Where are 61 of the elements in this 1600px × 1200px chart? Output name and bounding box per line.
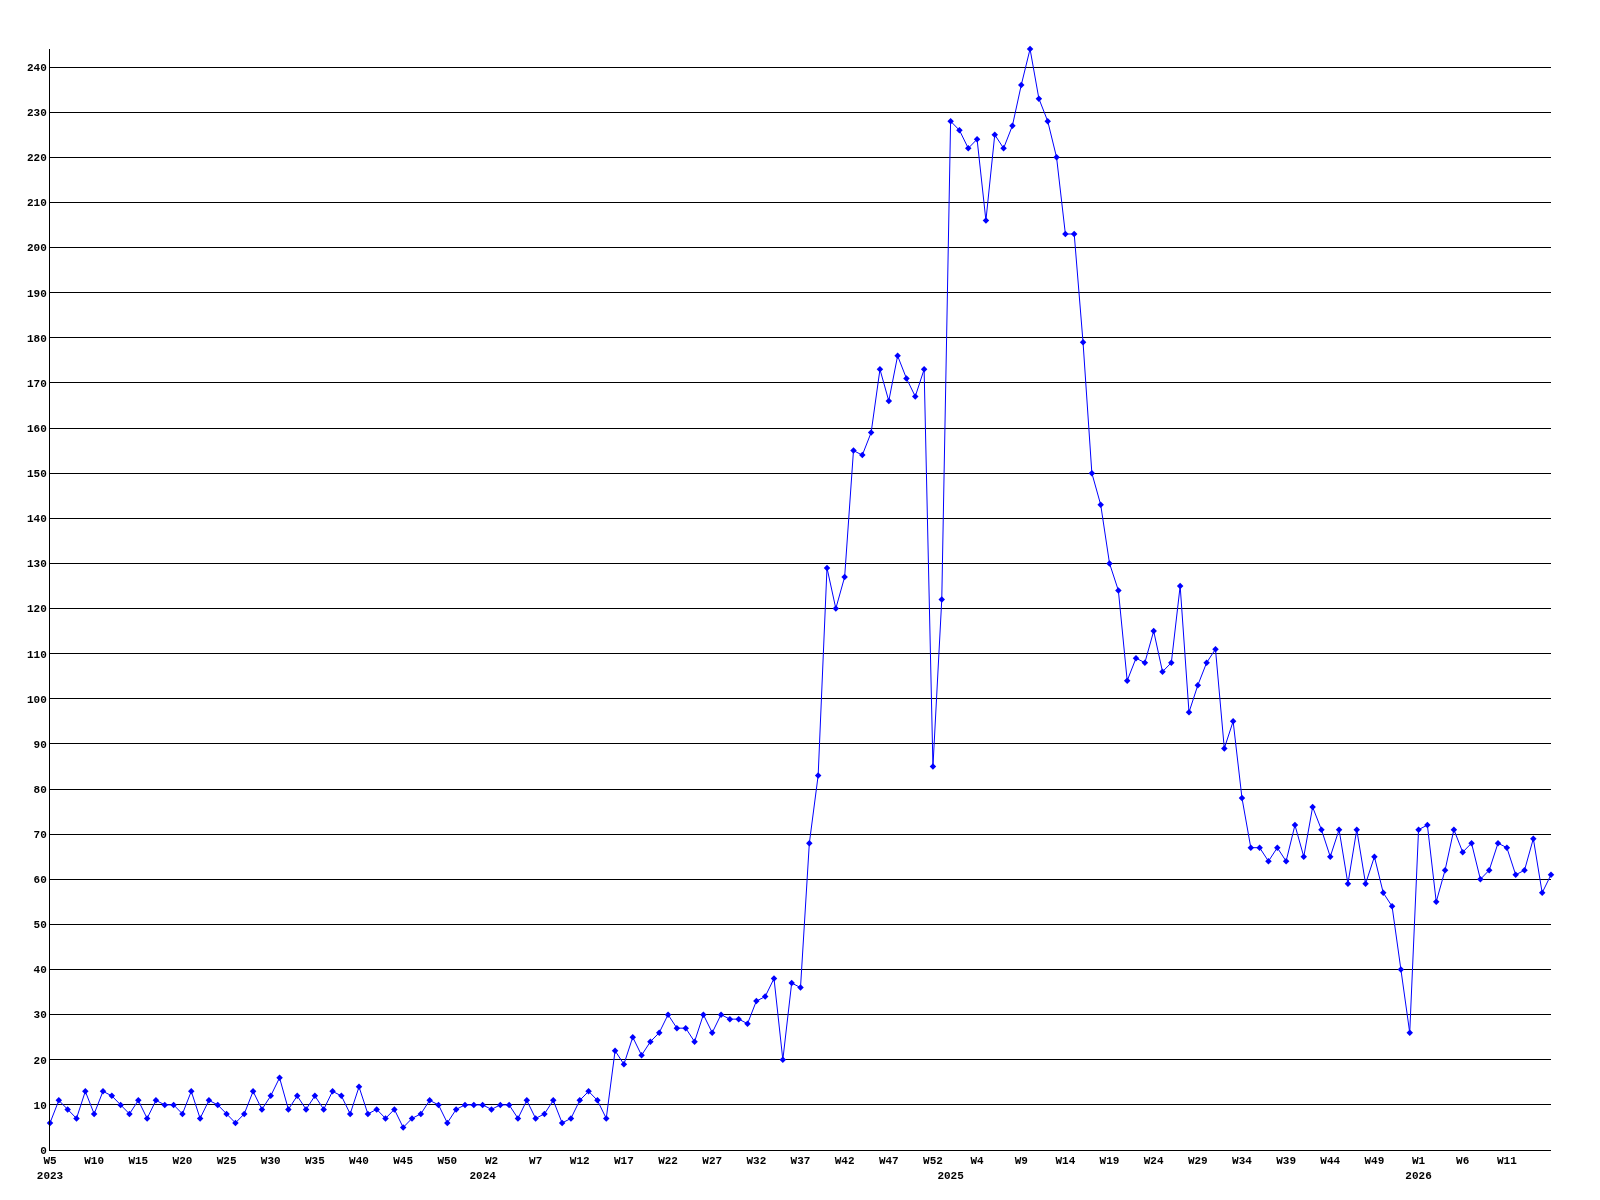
y-tick-label: 120 xyxy=(26,603,47,616)
x-tick-label: W49 xyxy=(1364,1155,1385,1168)
y-tick-label: 230 xyxy=(26,107,47,120)
y-tick-label: 60 xyxy=(33,874,47,887)
x-tick-label: W32 xyxy=(746,1155,767,1168)
x-tick-label: 2024 xyxy=(469,1169,497,1182)
y-tick-label: 30 xyxy=(33,1009,47,1022)
x-tick-label: W34 xyxy=(1232,1155,1253,1168)
x-tick-label: W39 xyxy=(1276,1155,1297,1168)
x-tick-label: W44 xyxy=(1320,1155,1341,1168)
x-tick-label: W52 xyxy=(923,1155,943,1168)
y-tick-label: 40 xyxy=(33,964,47,977)
y-tick-label: 170 xyxy=(26,377,47,390)
x-tick-label: W24 xyxy=(1143,1155,1164,1168)
x-tick-label: W19 xyxy=(1099,1155,1120,1168)
x-tick-label: W6 xyxy=(1456,1155,1470,1168)
y-tick-label: 210 xyxy=(26,197,47,210)
x-tick-label: W47 xyxy=(878,1155,899,1168)
y-tick-label: 0 xyxy=(40,1144,47,1157)
y-tick-label: 190 xyxy=(26,287,47,300)
y-tick-label: 70 xyxy=(33,828,47,841)
y-tick-label: 110 xyxy=(26,648,47,661)
x-tick-label: W45 xyxy=(393,1155,414,1168)
x-tick-label: W30 xyxy=(260,1155,281,1168)
x-tick-label: W20 xyxy=(172,1155,193,1168)
y-tick-label: 80 xyxy=(33,783,47,796)
x-tick-label: W25 xyxy=(216,1155,237,1168)
x-tick-label: 2025 xyxy=(937,1169,965,1182)
x-tick-label: W27 xyxy=(702,1155,723,1168)
x-tick-label: W14 xyxy=(1055,1155,1076,1168)
x-tick-label: W10 xyxy=(84,1155,105,1168)
x-tick-label: W1 2026 xyxy=(1405,1155,1432,1182)
y-tick-label: 100 xyxy=(26,693,47,706)
y-tick-label: 150 xyxy=(26,468,47,481)
x-tick-label: W22 xyxy=(658,1155,678,1168)
y-tick-label: 140 xyxy=(26,513,47,526)
x-tick-label: W40 xyxy=(349,1155,369,1168)
x-tick-label: W4 xyxy=(970,1155,985,1168)
x-tick-label: W5 2023 xyxy=(36,1155,64,1182)
x-tick-label: W29 xyxy=(1187,1155,1208,1168)
y-tick-label: 240 xyxy=(26,61,47,74)
x-tick-label: W50 xyxy=(437,1155,458,1168)
x-tick-label: W11 xyxy=(1496,1155,1518,1168)
x-tick-label: W37 xyxy=(790,1155,811,1168)
x-tick-label: W42 xyxy=(834,1155,855,1168)
y-tick-label: 180 xyxy=(26,332,47,345)
x-tick-label: W35 xyxy=(304,1155,326,1168)
x-tick-label: W2 xyxy=(484,1155,499,1168)
x-tick-label: W7 xyxy=(529,1155,543,1168)
x-tick-label: W17 xyxy=(614,1155,634,1168)
x-tick-label: W12 xyxy=(569,1155,590,1168)
y-tick-label: 20 xyxy=(33,1054,47,1067)
y-tick-label: 130 xyxy=(26,558,47,571)
y-tick-label: 220 xyxy=(26,152,47,165)
y-tick-label: 160 xyxy=(26,422,47,435)
x-tick-label: W15 xyxy=(128,1155,149,1168)
y-tick-label: 50 xyxy=(33,919,47,932)
y-tick-label: 200 xyxy=(26,242,47,255)
y-tick-label: 10 xyxy=(33,1099,47,1112)
x-tick-label: W9 xyxy=(1014,1155,1028,1168)
y-tick-label: 90 xyxy=(33,738,47,751)
